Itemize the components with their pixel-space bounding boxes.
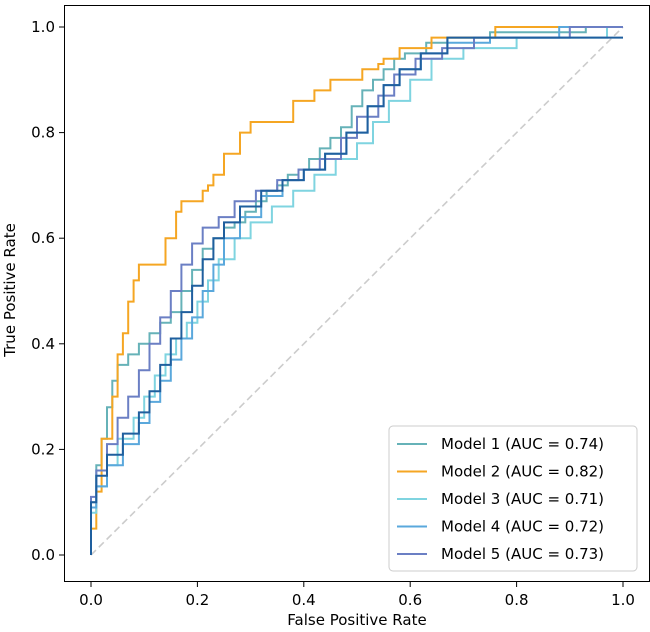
x-tick-label: 0.8 xyxy=(505,591,529,609)
series-line-dark-overlay xyxy=(90,36,623,555)
chance-diagonal-line xyxy=(90,26,624,556)
series-line-model-5 xyxy=(90,26,623,555)
legend-label-model-5: Model 5 (AUC = 0.73) xyxy=(441,545,604,563)
x-axis-ticks: 0.0 0.2 0.4 0.6 0.8 1.0 xyxy=(79,581,635,609)
x-tick-label: 0.0 xyxy=(79,591,103,609)
legend-box xyxy=(388,425,638,572)
series-line-model-2 xyxy=(90,26,623,555)
diagonal-layer xyxy=(90,26,624,556)
y-tick-label: 0.2 xyxy=(31,440,55,458)
y-axis-label: True Positive Rate xyxy=(1,223,19,358)
x-tick-label: 0.2 xyxy=(185,591,209,609)
y-tick-label: 0.6 xyxy=(31,229,55,247)
series-layer xyxy=(90,26,623,555)
legend-label-model-2: Model 2 (AUC = 0.82) xyxy=(441,463,604,481)
x-tick-label: 1.0 xyxy=(611,591,635,609)
x-axis-label: False Positive Rate xyxy=(287,611,426,629)
y-tick-label: 1.0 xyxy=(31,18,55,36)
x-tick-label: 0.4 xyxy=(292,591,316,609)
legend: Model 1 (AUC = 0.74) Model 2 (AUC = 0.82)… xyxy=(388,425,638,572)
y-tick-label: 0.0 xyxy=(31,546,55,564)
legend-label-model-1: Model 1 (AUC = 0.74) xyxy=(441,435,604,453)
legend-label-model-3: Model 3 (AUC = 0.71) xyxy=(441,490,604,508)
x-tick-label: 0.6 xyxy=(398,591,422,609)
y-tick-label: 0.4 xyxy=(31,335,55,353)
y-axis-ticks: 0.0 0.2 0.4 0.6 0.8 1.0 xyxy=(31,18,65,564)
legend-label-model-4: Model 4 (AUC = 0.72) xyxy=(441,518,604,536)
y-tick-label: 0.8 xyxy=(31,124,55,142)
legend-items: Model 1 (AUC = 0.74) Model 2 (AUC = 0.82)… xyxy=(397,435,604,563)
